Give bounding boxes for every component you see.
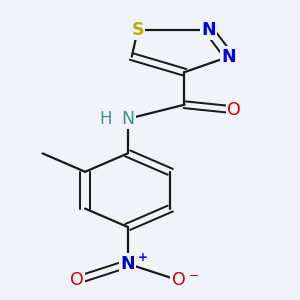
Text: −: −	[189, 268, 199, 282]
Text: N: N	[120, 255, 135, 273]
Text: O: O	[70, 271, 84, 289]
Text: O: O	[227, 101, 241, 119]
Text: O: O	[172, 271, 185, 289]
Text: H: H	[99, 110, 112, 128]
Text: N: N	[202, 21, 216, 39]
Text: S: S	[132, 21, 144, 39]
Text: +: +	[138, 251, 148, 264]
Text: N: N	[222, 48, 236, 66]
Text: N: N	[121, 110, 134, 128]
